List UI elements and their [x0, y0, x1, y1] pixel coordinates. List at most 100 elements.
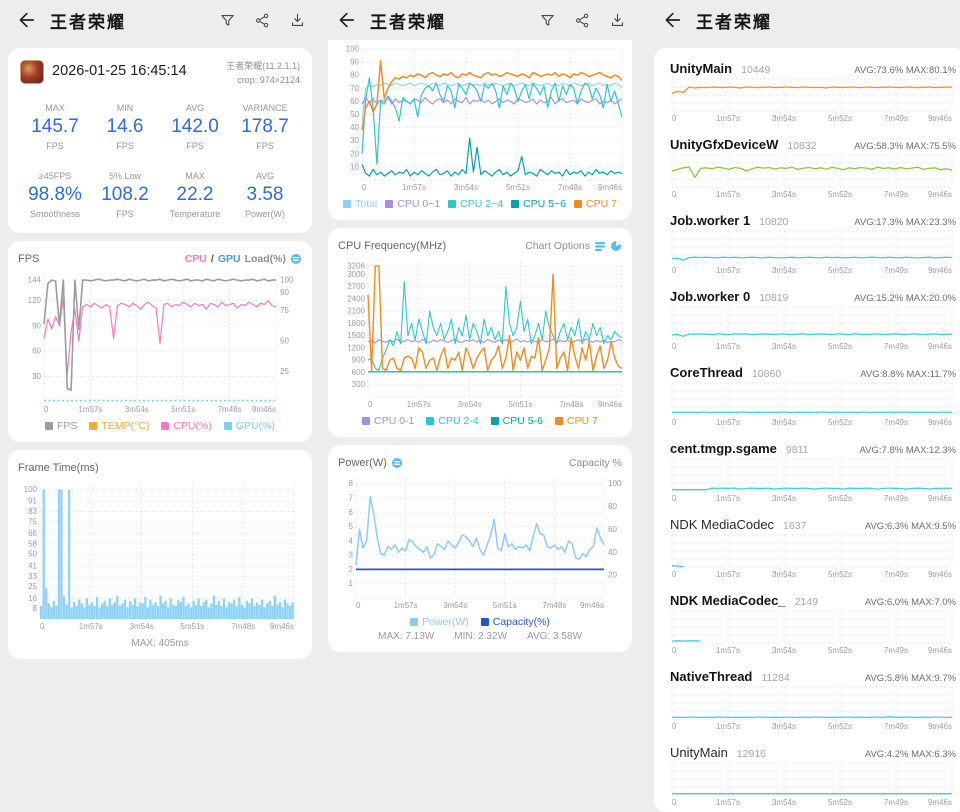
header-middle: 王者荣耀	[328, 0, 632, 40]
legend-item-cpu-2-4[interactable]: CPU 2-4	[426, 415, 479, 427]
svg-text:8: 8	[33, 604, 38, 613]
frametime-max-caption: MAX: 405ms	[131, 638, 189, 649]
legend-item-total[interactable]: Total	[343, 198, 377, 210]
thread-row-unitymain[interactable]: UnityMain 10449 AVG:73.6% MAX:80.1% 0 1m57s 3…	[670, 52, 960, 128]
svg-text:0: 0	[672, 570, 677, 579]
thread-id: 1637	[783, 520, 807, 532]
svg-text:5m51s: 5m51s	[180, 622, 204, 631]
share-icon[interactable]	[574, 12, 591, 29]
thread-name: NativeThread	[670, 669, 753, 684]
thread-mini-chart: 0 1m57s 3m54s 5m52s 7m49s 9m46s	[671, 230, 953, 275]
svg-text:1m57s: 1m57s	[716, 494, 740, 503]
svg-text:1m57s: 1m57s	[716, 722, 740, 731]
svg-text:30: 30	[350, 136, 359, 145]
thread-row-cent-tmgp-sgame[interactable]: cent.tmgp.sgame 9811 AVG:7.8% MAX:12.3% 0 1m…	[670, 432, 960, 508]
legend-item-cpu-5-6[interactable]: CPU 5-6	[490, 415, 543, 427]
thread-row-nativethread[interactable]: NativeThread 11284 AVG:5.8% MAX:9.7% 0 1m57s…	[670, 660, 960, 736]
power-caption-part: MAX: 7.13W	[378, 631, 435, 642]
power-chart: 0 1m57s 3m54s 5m51s 7m48s 9m46s 8 7 6 5 4 3 2 1 100 80 6…	[349, 478, 622, 610]
legend-label: CPU(%)	[173, 420, 212, 432]
svg-text:1m57s: 1m57s	[394, 601, 418, 610]
svg-text:0: 0	[672, 114, 677, 123]
svg-text:75: 75	[280, 306, 289, 315]
back-icon[interactable]	[334, 9, 356, 31]
summary-card: 2026-01-25 16:45:14 王者荣耀(11.2.1.1) crop:…	[8, 48, 312, 233]
legend-item-cpu-5-6[interactable]: CPU 5~6	[511, 198, 566, 210]
legend-item-cpu-7[interactable]: CPU 7	[554, 415, 598, 427]
thread-row-corethread[interactable]: CoreThread 10860 AVG:8.8% MAX:11.7% 0 1m57s 3…	[670, 356, 960, 432]
legend-swatch	[573, 200, 582, 208]
svg-text:5m52s: 5m52s	[828, 646, 852, 655]
svg-text:7m49s: 7m49s	[884, 494, 908, 503]
stat-cell-power-w-: AVG 3.58 Power(W)	[245, 171, 285, 219]
legend-swatch	[511, 200, 520, 208]
chart-options-list-icon[interactable]	[594, 240, 606, 252]
svg-text:3m54s: 3m54s	[772, 418, 796, 427]
legend-label: CPU 5-6	[502, 415, 543, 427]
svg-text:9m46s: 9m46s	[928, 570, 952, 579]
legend-swatch	[448, 200, 457, 208]
filter-icon[interactable]	[539, 12, 556, 29]
thread-avg-max: AVG:73.6% MAX:80.1%	[854, 65, 956, 76]
download-icon[interactable]	[609, 12, 626, 29]
power-settings-icon[interactable]	[391, 457, 403, 469]
panel-middle: 王者荣耀 0 1m57s 3m54s 5m51s 7m48s 9m46s 100 90 80 70…	[320, 0, 640, 669]
svg-text:9m46s: 9m46s	[928, 494, 952, 503]
legend-swatch	[161, 422, 170, 430]
thread-row-unitymain[interactable]: UnityMain 12916 AVG:4.2% MAX:6.3% 0 1m57s 3m5…	[670, 736, 960, 812]
thread-row-unitygfxdevicew[interactable]: UnityGfxDeviceW 10832 AVG:58.3% MAX:75.5% 0…	[670, 128, 960, 204]
legend-item-power-w-[interactable]: Power(W)	[410, 616, 469, 628]
svg-text:1500: 1500	[347, 331, 365, 340]
svg-text:10: 10	[350, 162, 359, 171]
svg-text:75: 75	[28, 517, 37, 526]
legend-swatch	[385, 200, 394, 208]
svg-text:60: 60	[608, 525, 617, 534]
svg-text:300: 300	[352, 380, 366, 389]
legend-item-capacity-[interactable]: Capacity(%)	[480, 616, 550, 628]
thread-id: 10819	[759, 292, 789, 304]
fps-chart-card: FPS CPU / GPU Load(%) 0 1m57s 3m54s 5m51s 7m48…	[8, 241, 312, 442]
load-settings-icon[interactable]	[290, 253, 302, 265]
filter-icon[interactable]	[219, 12, 236, 29]
download-icon[interactable]	[289, 12, 306, 29]
legend-label: Power(W)	[422, 616, 469, 628]
svg-text:5m51s: 5m51s	[493, 601, 517, 610]
svg-text:50: 50	[28, 550, 37, 559]
thread-avg-max: AVG:17.3% MAX:23.3%	[854, 217, 956, 228]
svg-text:600: 600	[352, 368, 366, 377]
svg-text:0: 0	[672, 722, 677, 731]
legend-label: CPU 7	[566, 415, 598, 427]
thread-row-ndk-mediacodec[interactable]: NDK MediaCodec 1637 AVG:6.3% MAX:9.5% 0 1m57…	[670, 508, 960, 584]
cpu-freq-title: CPU Frequency(MHz)	[338, 239, 447, 252]
power-title: Power(W)	[338, 456, 387, 469]
svg-text:5m52s: 5m52s	[828, 722, 852, 731]
legend-swatch	[490, 417, 499, 425]
legend-item-gpu-[interactable]: GPU(%)	[223, 420, 275, 432]
power-chart-card: Power(W) Capacity % 0 1m57s 3m54s 5m51s 7m48…	[328, 445, 632, 652]
svg-text:9m46s: 9m46s	[928, 646, 952, 655]
power-stats-caption: MAX: 7.13W MIN: 2.32W AVG: 3.58W	[338, 631, 622, 642]
svg-text:90: 90	[350, 58, 359, 67]
back-icon[interactable]	[14, 9, 36, 31]
thread-row-job-worker-1[interactable]: Job.worker 1 10820 AVG:17.3% MAX:23.3% 0 1m5…	[670, 204, 960, 280]
svg-text:25: 25	[28, 582, 37, 591]
cpu-freq-legend: CPU 0-1 CPU 2-4 CPU 5-6 CPU 7	[338, 415, 622, 427]
thread-row-job-worker-0[interactable]: Job.worker 0 10819 AVG:15.2% MAX:20.0% 0 1m5…	[670, 280, 960, 356]
legend-item-cpu-[interactable]: CPU(%)	[161, 420, 212, 432]
record-datetime: 2026-01-25 16:45:14	[52, 63, 187, 79]
svg-text:0: 0	[672, 646, 677, 655]
legend-item-cpu-0-1[interactable]: CPU 0-1	[362, 415, 414, 427]
thread-mini-chart: 0 1m57s 3m54s 5m52s 7m49s 9m46s	[671, 306, 953, 351]
thread-row-ndk-mediacodec-[interactable]: NDK MediaCodec_ 2149 AVG:6.0% MAX:7.0% 0 1m5…	[670, 584, 960, 660]
chart-options-pie-icon[interactable]	[610, 240, 622, 252]
panel-left: 王者荣耀 2026-01-25 16:45:14 王者荣耀(11.2.1.1) …	[0, 0, 320, 669]
legend-item-cpu-2-4[interactable]: CPU 2~4	[448, 198, 503, 210]
svg-text:7m48s: 7m48s	[231, 622, 255, 631]
legend-item-temp-c-[interactable]: TEMP(°C)	[89, 420, 149, 432]
legend-item-cpu-7[interactable]: CPU 7	[573, 198, 617, 210]
share-icon[interactable]	[254, 12, 271, 29]
back-icon[interactable]	[660, 9, 682, 31]
thread-mini-chart: 0 1m57s 3m54s 5m52s 7m49s 9m46s	[671, 154, 953, 199]
legend-item-cpu-0-1[interactable]: CPU 0~1	[385, 198, 440, 210]
legend-item-fps[interactable]: FPS	[45, 420, 77, 432]
